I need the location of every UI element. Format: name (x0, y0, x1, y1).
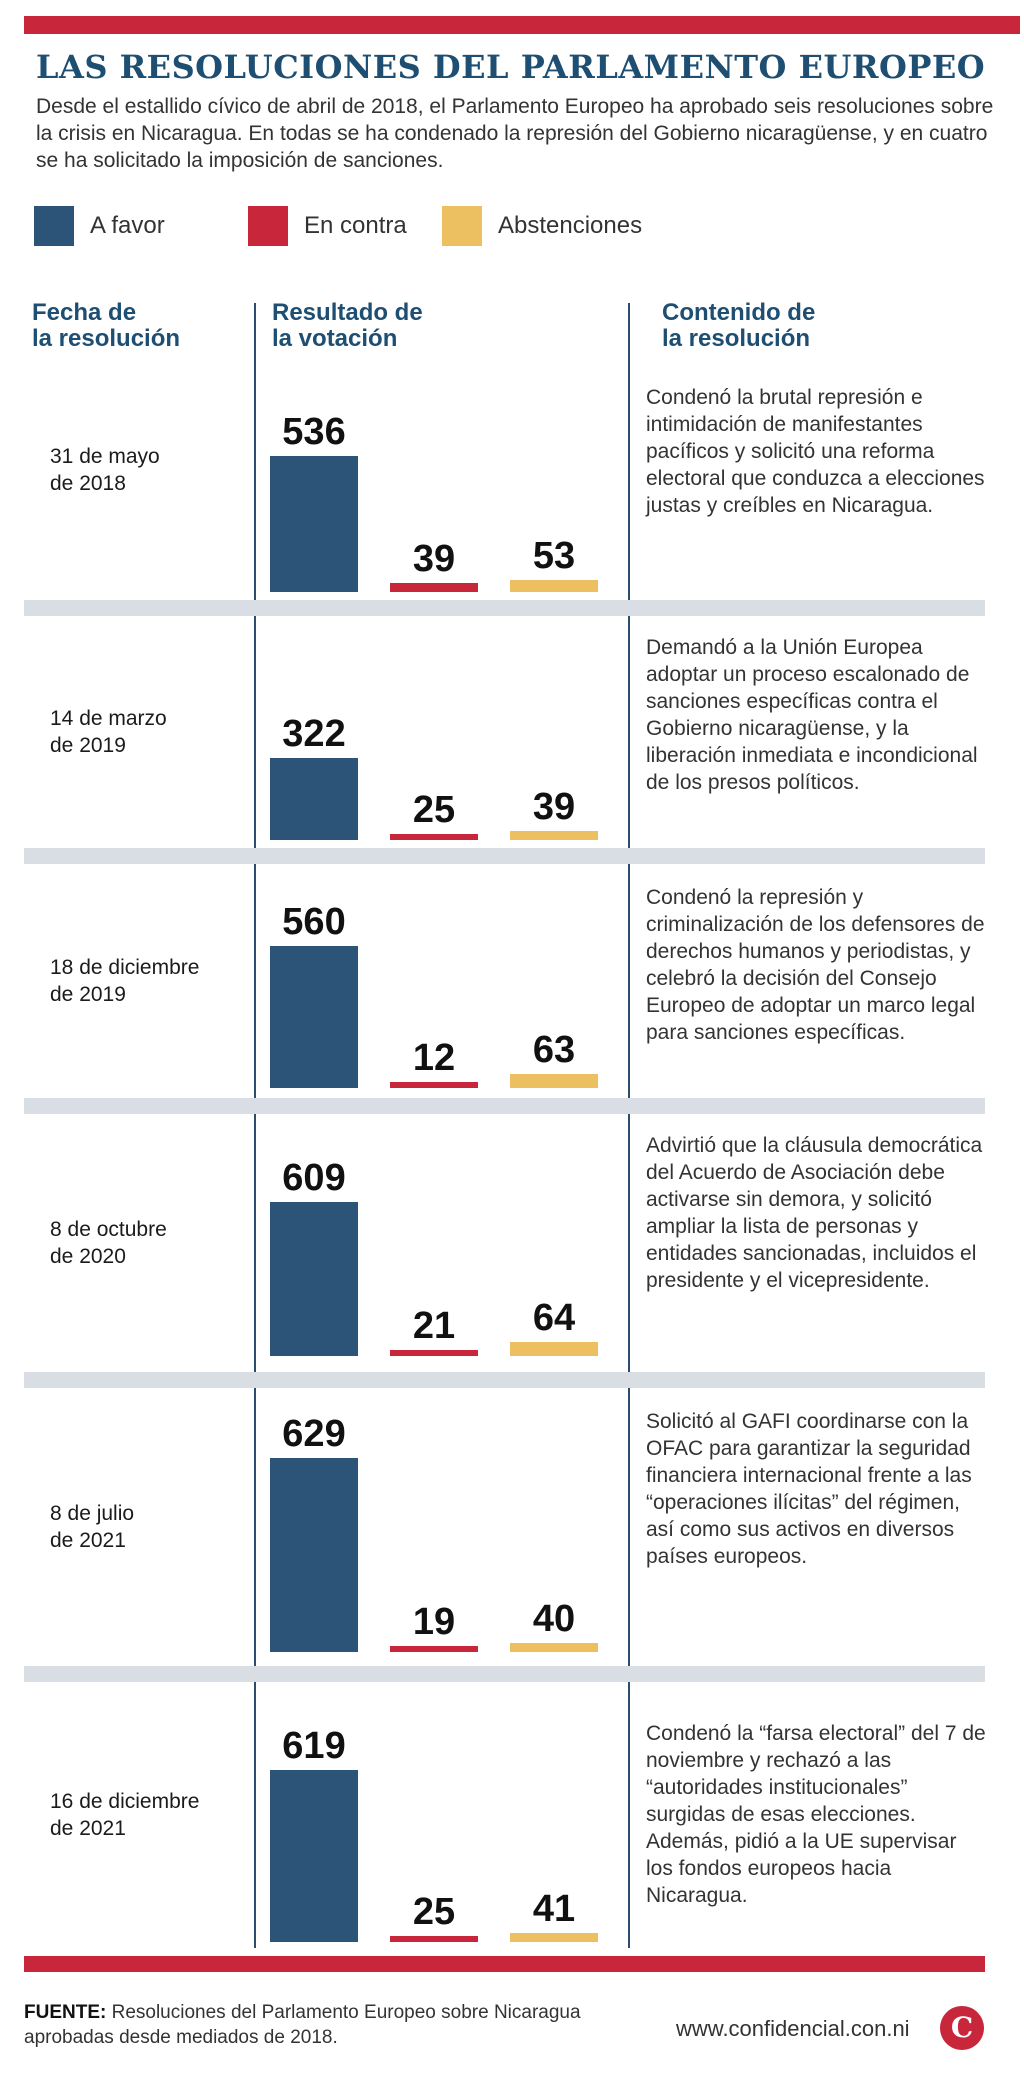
bar-favor (270, 1770, 358, 1942)
bar-abst (510, 1643, 598, 1652)
value-label-contra: 25 (412, 1891, 456, 1933)
bar-contra (390, 834, 478, 840)
column-header-date: Fecha de la resolución (32, 299, 181, 352)
value-label-contra: 39 (412, 538, 456, 581)
column-divider-right (628, 303, 630, 1948)
bar-favor (270, 1202, 358, 1356)
row-separator (24, 1098, 985, 1114)
site-url: www.confidencial.con.ni (676, 2016, 910, 2041)
top-accent-bar (24, 16, 1020, 34)
bar-abst (510, 1074, 598, 1088)
value-label-contra: 19 (412, 1601, 456, 1643)
resolution-content: Condenó la “farsa electoral” del 7 de no… (646, 1722, 986, 1907)
source-text: Resoluciones del Parlamento Europeo sobr… (24, 2002, 581, 2048)
bar-abst (510, 1341, 598, 1356)
value-label-abst: 64 (532, 1296, 576, 1339)
value-label-favor: 560 (282, 901, 346, 943)
resolution-content: Advirtió que la cláusula democrática del… (646, 1134, 983, 1292)
source-label: FUENTE: (24, 2002, 107, 2023)
column-divider-left (254, 303, 256, 1948)
row-separator (24, 600, 985, 616)
row-separator (24, 1666, 985, 1682)
legend-swatch-contra (248, 206, 288, 246)
legend-label-favor: A favor (90, 212, 165, 239)
legend-swatch-abst (442, 206, 482, 246)
value-label-abst: 40 (532, 1598, 576, 1641)
bar-contra (390, 1646, 478, 1652)
bar-contra (390, 583, 478, 592)
value-label-abst: 53 (532, 535, 576, 578)
value-label-abst: 39 (532, 786, 576, 829)
value-label-favor: 619 (282, 1725, 346, 1767)
legend-swatch-favor (34, 206, 74, 246)
source-note: FUENTE: Resoluciones del Parlamento Euro… (24, 2000, 584, 2050)
resolution-content: Condenó la brutal represión e intimidaci… (646, 386, 985, 517)
resolution-date: 8 de julio de 2021 (50, 1502, 135, 1552)
resolution-date: 31 de mayo de 2018 (50, 445, 160, 495)
legend-label-contra: En contra (304, 212, 407, 239)
intro-text: Desde el estallido cívico de abril de 20… (36, 95, 994, 172)
page-title: LAS RESOLUCIONES DEL PARLAMENTO EUROPEO (36, 48, 986, 86)
bar-abst (510, 831, 598, 840)
bottom-accent-bar (24, 1956, 985, 1972)
resolution-content: Condenó la represión y criminalización d… (646, 886, 985, 1044)
row-separator (24, 1372, 985, 1388)
legend: A favor En contra Abstenciones (34, 206, 794, 246)
resolution-date: 8 de octubre de 2020 (50, 1218, 167, 1268)
bar-favor (270, 1458, 358, 1652)
bar-contra (390, 1350, 478, 1356)
column-header-content: Contenido de la resolución (662, 299, 816, 352)
value-label-abst: 63 (532, 1029, 576, 1072)
value-label-favor: 322 (282, 713, 346, 755)
value-label-contra: 12 (412, 1037, 456, 1079)
resolution-content: Demandó a la Unión Europea adoptar un pr… (646, 636, 978, 794)
value-label-contra: 21 (412, 1305, 456, 1347)
confidencial-logo-icon: C (940, 2006, 984, 2050)
resolution-content: Solicitó al GAFI coordinarse con la OFAC… (646, 1410, 972, 1568)
bar-abst (510, 1932, 598, 1942)
bar-abst (510, 580, 598, 592)
resolution-date: 18 de diciembre de 2019 (50, 956, 200, 1006)
bar-favor (270, 456, 358, 592)
column-header-result: Resultado de la votación (272, 299, 423, 352)
bar-favor (270, 758, 358, 840)
bar-contra (390, 1082, 478, 1088)
value-label-contra: 25 (412, 789, 456, 831)
value-label-favor: 609 (282, 1157, 346, 1199)
legend-label-abst: Abstenciones (498, 212, 643, 239)
bar-contra (390, 1936, 478, 1942)
resolution-date: 16 de diciembre de 2021 (50, 1790, 200, 1840)
value-label-abst: 41 (532, 1887, 576, 1930)
resolution-date: 14 de marzo de 2019 (50, 707, 167, 757)
value-label-favor: 629 (282, 1413, 346, 1455)
bar-favor (270, 946, 358, 1088)
value-label-favor: 536 (282, 411, 346, 453)
row-separator (24, 848, 985, 864)
